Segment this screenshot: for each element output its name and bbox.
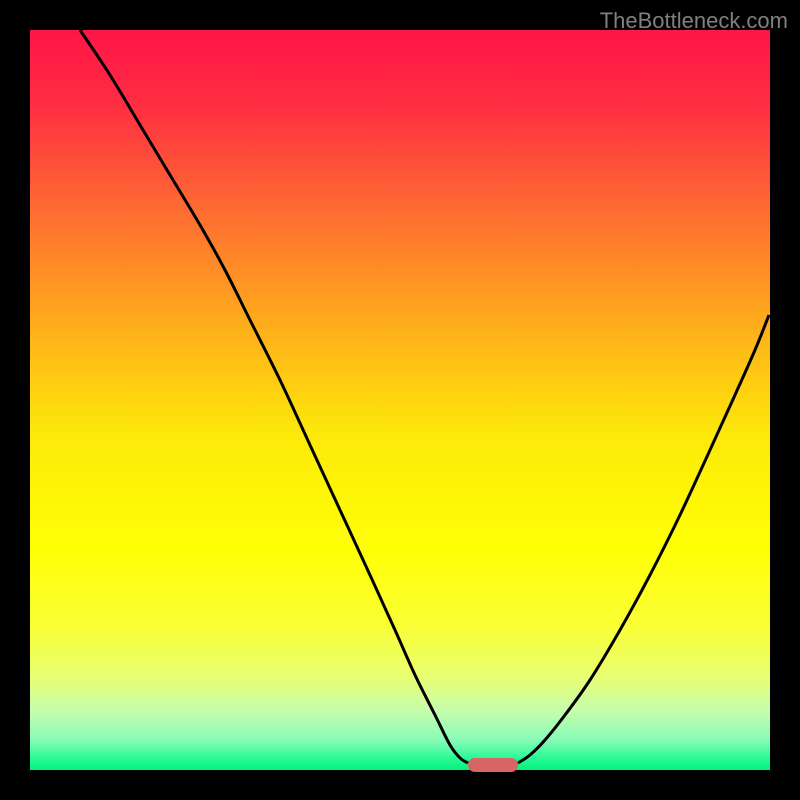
chart-container: TheBottleneck.com — [0, 0, 800, 800]
plot-area — [30, 30, 770, 770]
watermark-text: TheBottleneck.com — [600, 8, 788, 34]
bottleneck-chart — [0, 0, 800, 800]
minimum-marker — [468, 758, 518, 772]
